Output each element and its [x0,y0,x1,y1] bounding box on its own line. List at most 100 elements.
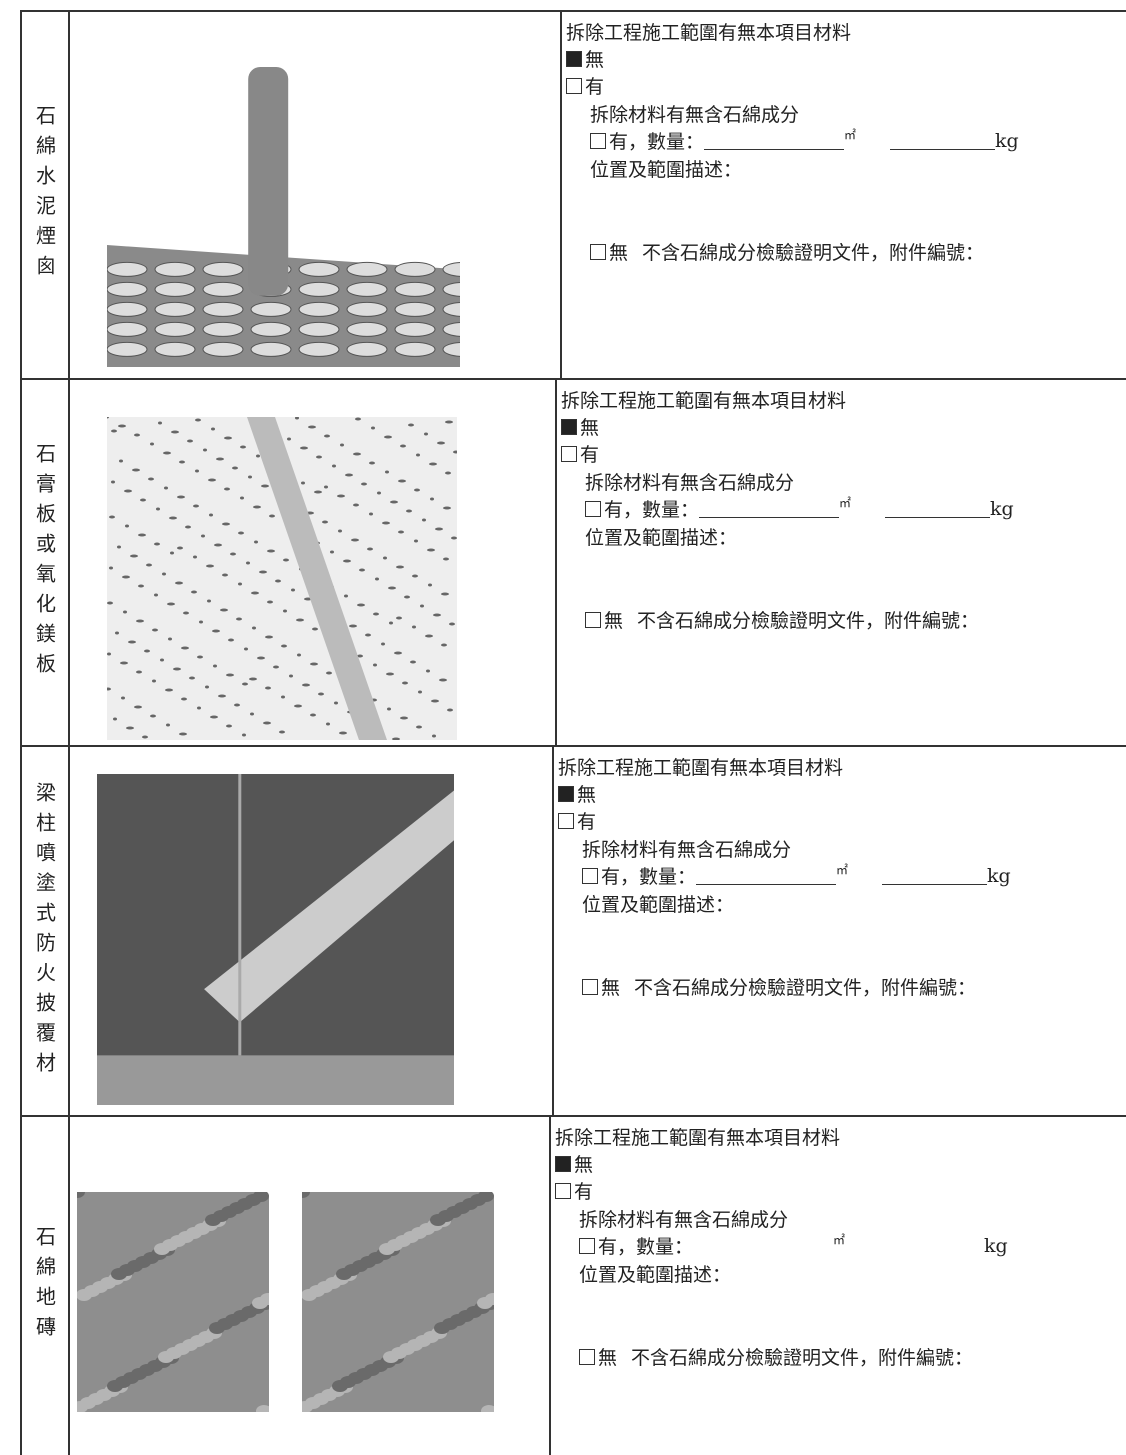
blank [879,1237,984,1255]
form-line: 無不含石綿成分檢驗證明文件，附件編號： [590,238,984,265]
form-line: 有，數量： ㎡ kg [590,127,1019,154]
question: 拆除工程施工範圍有無本項目材料 [566,22,852,44]
unit: ㎡ [833,1233,846,1247]
checkbox [555,1182,571,1199]
checkbox-checked [558,785,574,802]
checkbox [585,500,601,517]
checkbox-checked [555,1155,571,1172]
certificate-label: 不含石綿成分檢驗證明文件，附件編號： [642,242,985,264]
form-line: 無 [561,413,599,440]
checkbox [582,867,598,884]
unit: ㎡ [836,863,849,877]
unit: ㎡ [844,128,857,142]
option: 無 [604,610,624,632]
checkbox [558,812,574,829]
form-line: 位置及範圍描述： [585,523,737,550]
blank [699,499,840,518]
label-cell: 梁柱噴塗式防火披覆材 [22,747,70,1117]
photo [107,417,457,740]
form-line: 拆除材料有無含石綿成分 [582,835,791,862]
checkbox [585,611,601,628]
blank [890,131,996,150]
form-line: 無 [566,45,604,72]
option: 有 [585,76,605,98]
certificate-label: 不含石綿成分檢驗證明文件，附件編號： [637,610,980,632]
unit: ㎡ [839,496,852,510]
form-line: 拆除材料有無含石綿成分 [579,1205,788,1232]
row-label: 石綿地磚 [32,1226,57,1346]
table-row: 梁柱噴塗式防火披覆材 拆除工程施工範圍有無本項目材料無有拆除材料有無含石綿成分有，… [20,745,1126,1117]
form-line: 無不含石綿成分檢驗證明文件，附件編號： [582,973,976,1000]
checkbox [579,1348,595,1365]
sub-question: 拆除材料有無含石綿成分 [582,839,792,861]
option: 無 [598,1347,618,1369]
unit: kg [995,129,1019,152]
form-cell: 拆除工程施工範圍有無本項目材料無有拆除材料有無含石綿成分 有，數量：㎡ kg 位置及範… [560,12,1126,378]
checkbox-checked [566,50,582,67]
checkbox [579,1237,595,1254]
option: 有 [580,444,600,466]
quantity-label: 有，數量： [601,866,697,888]
blank [693,1237,833,1255]
form-line: 位置及範圍描述： [590,155,742,182]
form-line: 無 [555,1150,593,1177]
sub-question: 拆除材料有無含石綿成分 [579,1209,789,1231]
quantity-label: 有，數量： [598,1236,694,1258]
question: 拆除工程施工範圍有無本項目材料 [558,757,844,779]
form-line: 拆除工程施工範圍有無本項目材料 [566,18,851,45]
checkbox [582,978,598,995]
question: 拆除工程施工範圍有無本項目材料 [561,390,847,412]
sub-question: 拆除材料有無含石綿成分 [590,104,800,126]
form-line: 拆除材料有無含石綿成分 [585,468,794,495]
row-label: 梁柱噴塗式防火披覆材 [32,782,57,1082]
form-line: 位置及範圍描述： [582,890,734,917]
option: 無 [577,784,597,806]
form-cell: 拆除工程施工範圍有無本項目材料無有拆除材料有無含石綿成分 有，數量：㎡ kg 位置及範… [549,1117,1126,1455]
checkbox [561,445,577,462]
photo [97,774,454,1105]
form-line: 無不含石綿成分檢驗證明文件，附件編號： [585,606,979,633]
checkbox [590,243,606,260]
form-line: 有，數量： ㎡ kg [585,495,1014,522]
blank [704,131,845,150]
location-label: 位置及範圍描述： [579,1264,732,1286]
option: 有 [577,811,597,833]
label-cell: 石綿水泥煙囪 [22,12,70,378]
option: 有 [574,1181,594,1203]
label-cell: 石綿地磚 [22,1117,70,1455]
form-line: 拆除工程施工範圍有無本項目材料 [558,753,843,780]
unit: kg [990,497,1014,520]
option: 無 [609,242,629,264]
form-line: 拆除工程施工範圍有無本項目材料 [555,1123,840,1150]
sub-question: 拆除材料有無含石綿成分 [585,472,795,494]
photo [107,62,460,367]
quantity-label: 有，數量： [609,131,705,153]
blank [696,866,837,885]
form-line: 有 [558,807,596,834]
certificate-label: 不含石綿成分檢驗證明文件，附件編號： [631,1347,974,1369]
photo [77,1192,269,1412]
location-label: 位置及範圍描述： [582,894,735,916]
checkbox [590,132,606,149]
form-line: 無不含石綿成分檢驗證明文件，附件編號： [579,1343,973,1370]
form-line: 無 [558,780,596,807]
location-label: 位置及範圍描述： [590,159,743,181]
question: 拆除工程施工範圍有無本項目材料 [555,1127,841,1149]
form-line: 拆除材料有無含石綿成分 [590,100,799,127]
checkbox [566,77,582,94]
location-label: 位置及範圍描述： [585,527,738,549]
form-line: 有 [555,1177,593,1204]
label-cell: 石膏板或氧化鎂板 [22,380,70,746]
blank [882,866,988,885]
unit: kg [984,1234,1008,1257]
form-line: 位置及範圍描述： [579,1260,731,1287]
form-cell: 拆除工程施工範圍有無本項目材料無有拆除材料有無含石綿成分 有，數量：㎡ kg 位置及範… [552,747,1126,1117]
form-line: 拆除工程施工範圍有無本項目材料 [561,386,846,413]
form-line: 有 [566,72,604,99]
certificate-label: 不含石綿成分檢驗證明文件，附件編號： [634,977,977,999]
table-row: 石綿地磚 拆除工程施工範圍有無本項目材料無有拆除材料有無含石綿成分 有，數量：㎡ kg… [20,1115,1126,1455]
row-label: 石綿水泥煙囪 [32,105,57,285]
blank [885,499,991,518]
row-label: 石膏板或氧化鎂板 [32,443,57,683]
